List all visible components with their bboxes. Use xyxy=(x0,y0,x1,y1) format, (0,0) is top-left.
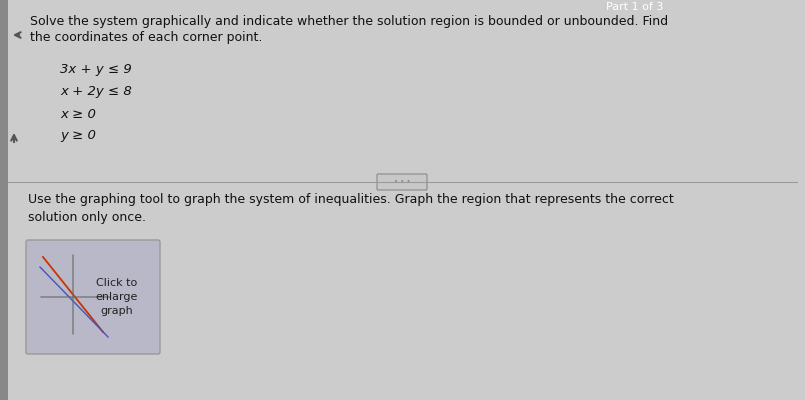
Text: x + 2y ≤ 8: x + 2y ≤ 8 xyxy=(60,86,132,98)
Text: the coordinates of each corner point.: the coordinates of each corner point. xyxy=(30,32,262,44)
Text: solution only once.: solution only once. xyxy=(28,210,146,224)
FancyBboxPatch shape xyxy=(377,174,427,190)
Text: x ≥ 0: x ≥ 0 xyxy=(60,108,96,120)
Text: 3x + y ≤ 9: 3x + y ≤ 9 xyxy=(60,64,132,76)
FancyBboxPatch shape xyxy=(26,240,160,354)
Text: Part 1 of 3: Part 1 of 3 xyxy=(606,2,663,12)
Text: Click to
enlarge
graph: Click to enlarge graph xyxy=(95,278,138,316)
Text: Use the graphing tool to graph the system of inequalities. Graph the region that: Use the graphing tool to graph the syste… xyxy=(28,194,674,206)
Bar xyxy=(0,0,8,400)
Text: y ≥ 0: y ≥ 0 xyxy=(60,130,96,142)
Text: Solve the system graphically and indicate whether the solution region is bounded: Solve the system graphically and indicat… xyxy=(30,16,668,28)
Bar xyxy=(0,0,805,14)
Text: • • •: • • • xyxy=(394,179,411,185)
